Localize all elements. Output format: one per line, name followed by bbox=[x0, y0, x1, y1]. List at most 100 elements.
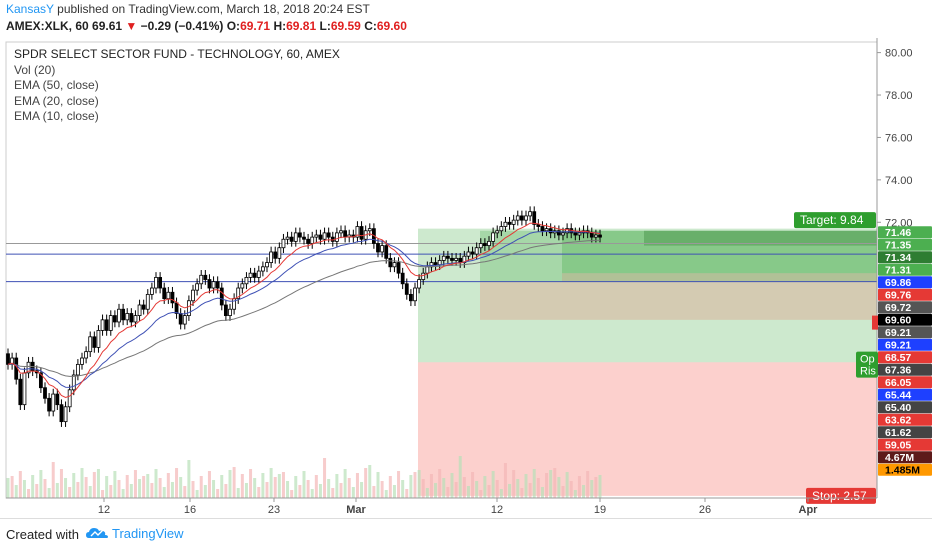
candle-body bbox=[413, 287, 417, 302]
candle-body bbox=[273, 251, 278, 259]
volume-bar bbox=[540, 487, 544, 498]
price-chart[interactable]: 80.0078.0076.0074.0072.0071.4671.3571.34… bbox=[0, 38, 932, 518]
volume-bar bbox=[553, 468, 557, 498]
volume-bar bbox=[257, 487, 261, 498]
tradingview-link[interactable]: TradingView bbox=[86, 526, 184, 541]
publish-line: KansasY published on TradingView.com, Ma… bbox=[6, 2, 370, 16]
volume-bar bbox=[64, 478, 68, 498]
candle-body bbox=[507, 221, 512, 225]
candle-body bbox=[207, 279, 212, 289]
volume-bar bbox=[117, 480, 121, 498]
candle-body bbox=[108, 315, 113, 331]
candle-body bbox=[244, 277, 249, 285]
chart-area[interactable]: 80.00 78.00 76.00 74.00 72.00 71.46 71.35 71.34… bbox=[0, 38, 932, 518]
target-label-bg bbox=[794, 212, 876, 229]
volume-bar bbox=[343, 469, 347, 498]
candle-body bbox=[137, 304, 142, 317]
volume-bar bbox=[59, 469, 63, 498]
candle-body bbox=[260, 266, 265, 272]
volume-bar bbox=[499, 489, 503, 498]
price-label: 65.44 bbox=[885, 389, 911, 401]
price-label: 69.72 bbox=[885, 302, 911, 314]
volume-bar bbox=[471, 472, 475, 498]
candle-body bbox=[178, 313, 183, 325]
volume-bar bbox=[269, 468, 273, 498]
stop-zone-inner bbox=[562, 273, 878, 282]
candle-body bbox=[441, 255, 446, 261]
volume-bar bbox=[80, 468, 84, 498]
candle-body bbox=[355, 226, 360, 238]
volume-bar bbox=[475, 481, 479, 498]
volume-bar bbox=[244, 483, 248, 498]
ema10-line bbox=[7, 222, 601, 399]
candle-body bbox=[396, 262, 401, 274]
volume-bar bbox=[109, 485, 113, 498]
chart-legend: SPDR SELECT SECTOR FUND - TECHNOLOGY, 60… bbox=[14, 47, 340, 125]
price-label: 65.40 bbox=[885, 402, 911, 414]
volume-bar bbox=[175, 468, 179, 498]
tradingview-label: TradingView bbox=[112, 526, 184, 541]
price-label: 63.62 bbox=[885, 414, 911, 426]
volume-bar bbox=[199, 476, 203, 498]
volume-bar bbox=[536, 478, 540, 498]
candle-body bbox=[281, 238, 286, 249]
candle-body bbox=[589, 232, 594, 238]
legend-item-ema20[interactable]: EMA (20, close) bbox=[14, 93, 99, 108]
candle-body bbox=[293, 232, 298, 242]
low-value: 69.59 bbox=[330, 19, 361, 33]
volume-bar bbox=[318, 484, 322, 498]
price-label-bg bbox=[878, 451, 932, 464]
volume-bar bbox=[298, 485, 302, 498]
candle-body bbox=[400, 272, 405, 285]
volume-bar bbox=[51, 462, 55, 498]
price-label-bg bbox=[878, 326, 932, 339]
volume-bar bbox=[39, 470, 43, 498]
legend-item-vol[interactable]: Vol (20) bbox=[14, 62, 56, 77]
volume-bar bbox=[565, 472, 569, 498]
candle-body bbox=[55, 393, 60, 406]
candle-body bbox=[454, 257, 459, 261]
candle-body bbox=[540, 226, 545, 232]
candle-body bbox=[96, 330, 101, 348]
volume-bar bbox=[388, 476, 392, 498]
candle-body bbox=[59, 404, 64, 423]
candle-body bbox=[203, 274, 208, 280]
candle-body bbox=[51, 393, 56, 412]
candle-body bbox=[425, 266, 430, 274]
volume-bar bbox=[76, 482, 80, 498]
volume-bar bbox=[43, 479, 47, 498]
price-label-bg bbox=[878, 363, 932, 376]
candle-body bbox=[265, 262, 269, 268]
volume-bar bbox=[129, 484, 133, 498]
legend-item-ema10[interactable]: EMA (10, close) bbox=[14, 109, 99, 123]
volume-bar bbox=[170, 482, 174, 498]
price-label: 59.05 bbox=[885, 439, 911, 451]
volume-bar bbox=[491, 471, 495, 498]
volume-bar bbox=[458, 456, 462, 498]
candle-body bbox=[367, 228, 372, 232]
author-link[interactable]: KansasY bbox=[6, 2, 54, 16]
price-label-bg bbox=[878, 413, 932, 426]
volume-bar bbox=[508, 484, 512, 498]
volume-bar bbox=[31, 475, 35, 498]
volume-bar bbox=[360, 482, 364, 498]
volume-bar bbox=[273, 477, 277, 498]
legend-item-ema50[interactable]: EMA (50, close) bbox=[14, 78, 99, 92]
candle-body bbox=[519, 215, 524, 221]
volume-bar bbox=[442, 478, 446, 498]
close-label: C: bbox=[364, 19, 377, 33]
candle-body bbox=[112, 315, 117, 323]
volume-bar bbox=[380, 481, 384, 498]
candle-body bbox=[219, 287, 224, 306]
publish-text: published on TradingView.com, March 18, … bbox=[57, 2, 370, 16]
created-with-text: Created with bbox=[6, 527, 79, 542]
volume-bar bbox=[561, 486, 565, 498]
volume-bar bbox=[413, 472, 417, 498]
candle-body bbox=[191, 289, 195, 302]
volume-bar bbox=[429, 474, 433, 498]
x-tick-label: 19 bbox=[594, 504, 606, 516]
open-value: 69.71 bbox=[240, 19, 271, 33]
price-label-bg bbox=[878, 301, 932, 314]
price-label: 4.67M bbox=[885, 452, 914, 464]
target-zone-outer bbox=[418, 228, 878, 363]
